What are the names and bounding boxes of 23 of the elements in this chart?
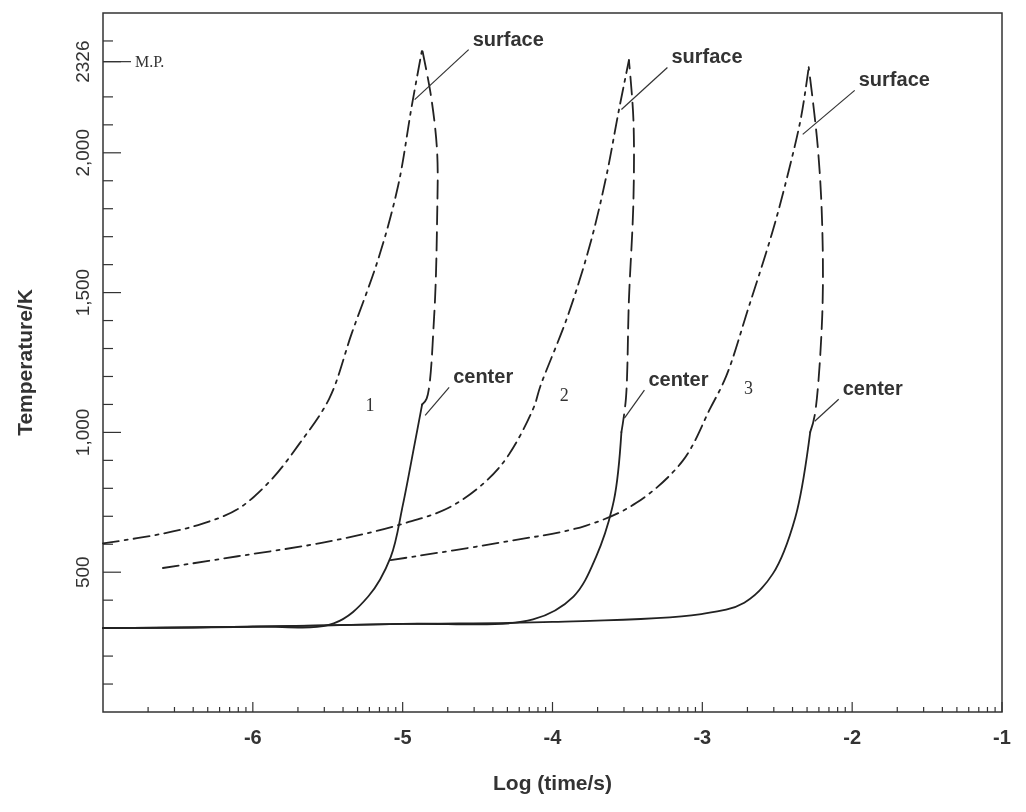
x-axis-title: Log (time/s)	[493, 771, 612, 794]
y-tick-label: 500	[72, 556, 93, 589]
y-axis-title: Temperature/K	[13, 289, 36, 436]
annotation: surface	[858, 68, 930, 91]
x-tick-label: -4	[543, 726, 563, 748]
y-tick-label: 2326	[72, 40, 93, 83]
y-tick-label: 2,000	[72, 129, 93, 177]
x-tick-label: -1	[993, 726, 1011, 748]
x-tick-label: -5	[393, 726, 412, 748]
x-tick-label: -3	[693, 726, 712, 748]
annotation: center	[842, 377, 903, 400]
y-tick-label: 1,000	[72, 408, 93, 457]
x-tick-label: -6	[243, 726, 262, 748]
y-tick-label: 1,500	[72, 268, 93, 317]
annotation: 2	[559, 384, 569, 405]
annotation: center	[453, 365, 514, 388]
ref-line-label: M.P.	[135, 52, 165, 70]
x-tick-label: -2	[843, 726, 862, 748]
annotation: center	[648, 368, 709, 391]
annotation: 1	[365, 395, 375, 416]
annotation: surface	[472, 27, 544, 50]
annotation: surface	[671, 45, 743, 68]
annotation: 3	[743, 377, 753, 398]
